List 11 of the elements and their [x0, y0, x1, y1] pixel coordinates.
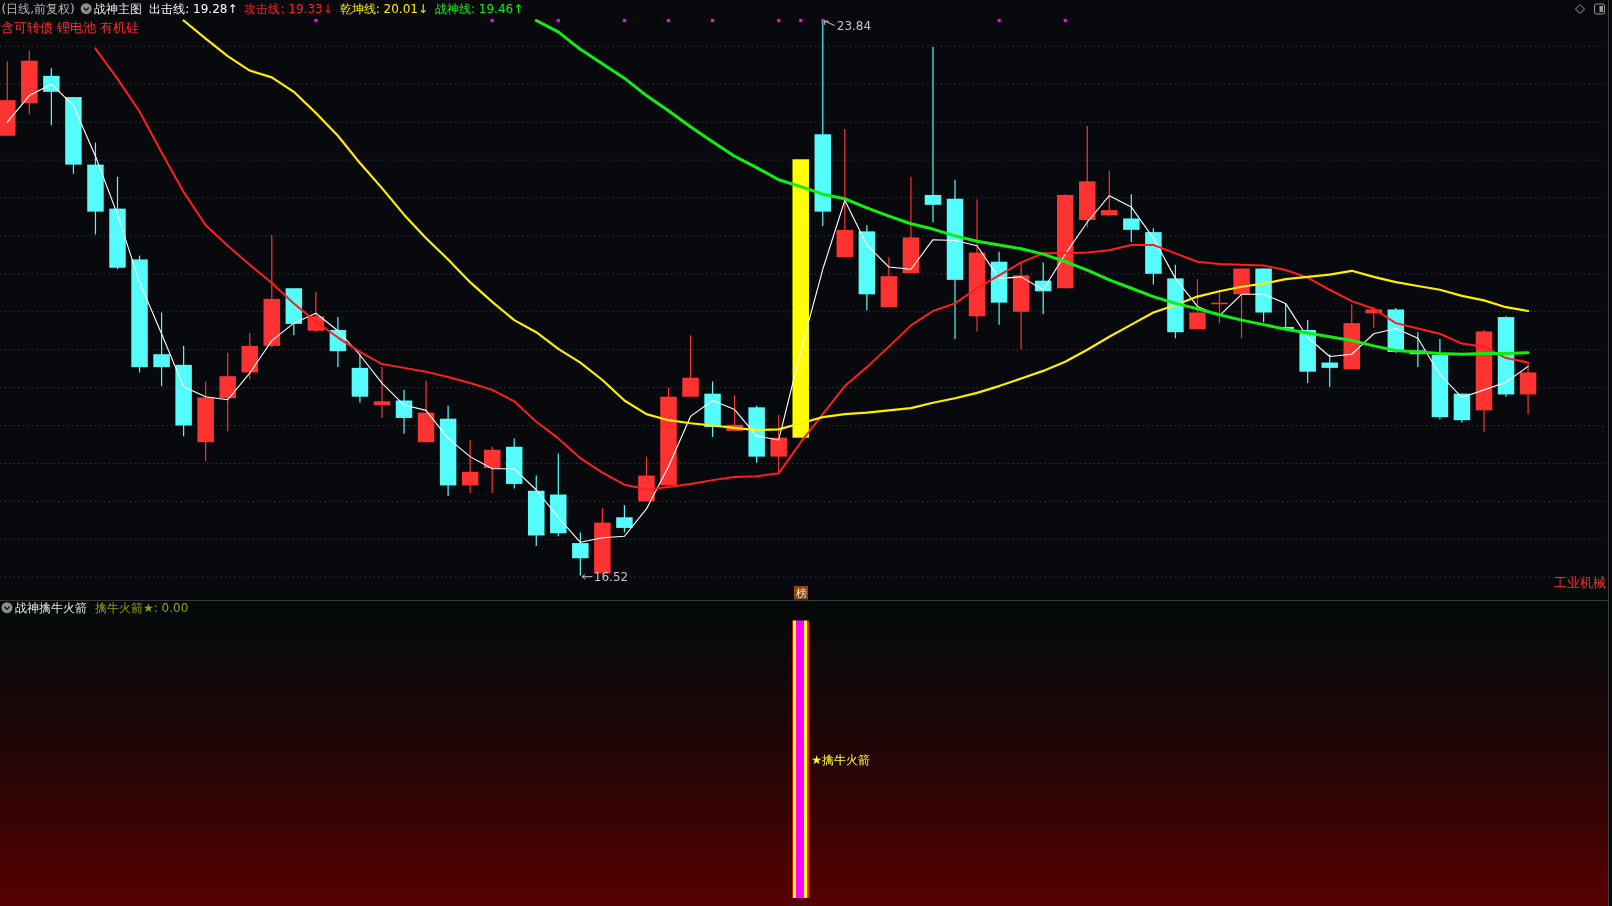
chart-title: 战神主图	[94, 2, 143, 16]
chart-subtitle: (日线,前复权)	[1, 2, 75, 16]
badge: 榜	[794, 586, 808, 600]
annotation: 含可转债 锂电池 有机硅	[1, 20, 139, 35]
series-label: ★擒牛火箭	[811, 752, 870, 767]
annotation: 16.52	[593, 570, 629, 585]
text: 工业机械	[1554, 575, 1606, 590]
chart-title: 战神擒牛火箭	[15, 601, 87, 615]
annotation: 23.84	[836, 19, 872, 33]
legend: 出击线: 19.28↑ 攻击线: 19.33↓ 乾坤线: 20.01↓ 战神线: 19.46↑	[149, 2, 524, 16]
text: 擒牛火箭★: 0.00	[95, 601, 189, 615]
